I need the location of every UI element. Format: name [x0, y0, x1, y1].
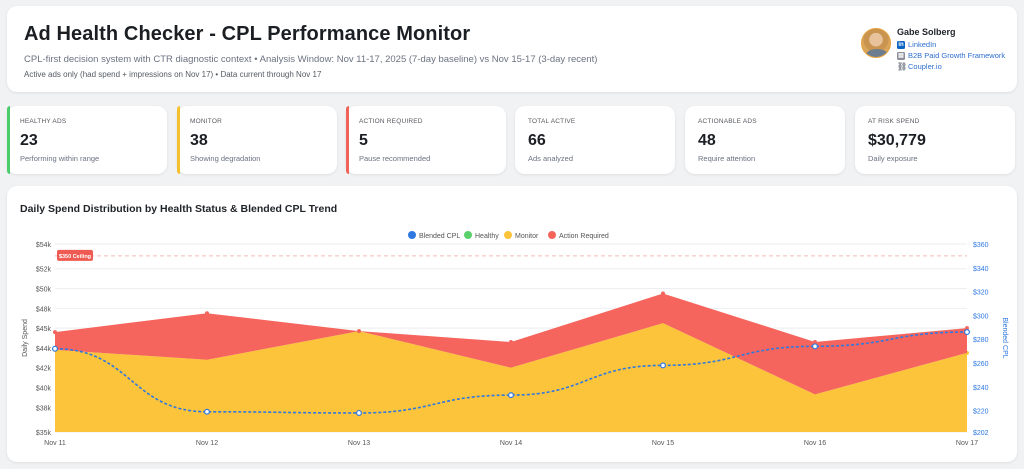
stat-sub: Daily exposure	[868, 154, 918, 163]
stat-card-actionable: ACTIONABLE ADS 48 Require attention	[685, 106, 845, 174]
y-tick-label: $45k	[36, 326, 52, 333]
y2-tick-label: $320	[973, 290, 989, 297]
y2-tick-label: $280	[973, 337, 989, 344]
legend-item: Monitor	[515, 233, 539, 240]
y-tick-label: $42k	[36, 366, 52, 373]
point-action-required	[53, 330, 57, 335]
stat-card-monitor: MONITOR 38 Showing degradation	[177, 106, 337, 174]
chart-card: Daily Spend Distribution by Health Statu…	[7, 186, 1017, 462]
framework-link[interactable]: ▤ B2B Paid Growth Framework	[897, 51, 1006, 60]
stat-label: ACTIONABLE ADS	[698, 118, 757, 125]
legend-swatch	[504, 231, 512, 239]
y2-tick-label: $340	[973, 266, 989, 273]
point-action-required	[357, 329, 361, 334]
stat-label: AT RISK SPEND	[868, 118, 920, 125]
ceiling-badge	[57, 249, 93, 261]
area-monitor	[55, 323, 967, 432]
stat-sub: Showing degradation	[190, 154, 261, 163]
page-subtitle: CPL-first decision system with CTR diagn…	[24, 54, 598, 65]
stat-sub: Require attention	[698, 154, 756, 163]
stat-accent	[346, 106, 349, 174]
blended-cpl-point	[811, 343, 818, 350]
legend-swatch	[464, 231, 472, 239]
document-icon: ▤	[897, 51, 905, 60]
stat-label: TOTAL ACTIVE	[528, 118, 576, 125]
stat-value: 38	[190, 132, 208, 149]
page-title: Ad Health Checker - CPL Performance Moni…	[24, 23, 471, 45]
x-tick-label: Nov 12	[196, 440, 218, 447]
stat-value: 66	[528, 132, 546, 149]
y-axis-title: Daily Spend	[22, 319, 29, 357]
y2-tick-label: $360	[973, 242, 989, 249]
avatar	[861, 28, 891, 58]
y-tick-label: $44k	[36, 346, 52, 353]
legend-item: Action Required	[559, 233, 609, 240]
stat-card-total-active: TOTAL ACTIVE 66 Ads analyzed	[515, 106, 675, 174]
stat-value: 23	[20, 132, 38, 149]
y2-tick-label: $260	[973, 361, 989, 368]
x-tick-label: Nov 15	[652, 440, 674, 447]
stat-value: 5	[359, 132, 368, 149]
blended-cpl-point	[659, 362, 666, 369]
stat-sub: Pause recommended	[359, 154, 431, 163]
y-tick-label: $38k	[36, 405, 52, 412]
point-action-required	[813, 339, 817, 344]
point-action-required	[509, 339, 513, 344]
stat-card-action-required: ACTION REQUIRED 5 Pause recommended	[346, 106, 506, 174]
legend-item: Blended CPL	[419, 233, 460, 240]
legend-swatch	[408, 231, 416, 239]
blended-cpl-point	[963, 329, 970, 336]
y2-tick-label: $300	[973, 313, 989, 320]
stat-accent	[7, 106, 10, 174]
stat-label: MONITOR	[190, 118, 222, 125]
legend-item: Healthy	[475, 233, 499, 240]
linkedin-icon: in	[897, 40, 905, 49]
blended-cpl-point	[356, 409, 363, 416]
y-tick-label: $52k	[36, 267, 52, 274]
stat-label: HEALTHY ADS	[20, 118, 67, 125]
header-card: Ad Health Checker - CPL Performance Moni…	[7, 6, 1017, 92]
legend-swatch	[548, 231, 556, 239]
y-tick-label: $50k	[36, 287, 52, 294]
blended-cpl-point	[204, 408, 211, 415]
point-action-required	[661, 291, 665, 296]
blended-cpl-point	[508, 392, 515, 399]
x-tick-label: Nov 17	[956, 440, 978, 447]
x-tick-label: Nov 13	[348, 440, 370, 447]
data-note: Active ads only (had spend + impressions…	[24, 70, 322, 79]
x-tick-label: Nov 11	[44, 440, 66, 447]
stat-sub: Performing within range	[20, 154, 100, 163]
linkedin-link[interactable]: in LinkedIn	[897, 40, 937, 49]
stat-card-at-risk-spend: AT RISK SPEND $30,779 Daily exposure	[855, 106, 1015, 174]
y2-tick-label: $202	[973, 430, 989, 437]
profile-name: Gabe Solberg	[897, 27, 956, 37]
y2-axis-title: Blended CPL	[1001, 317, 1008, 358]
x-tick-label: Nov 14	[500, 440, 522, 447]
stat-value: 48	[698, 132, 716, 149]
spend-cpl-chart: $35k $38k $40k $42k $44k $45k $48k $50k $52k $54k…	[22, 231, 1008, 447]
blended-cpl-point	[51, 345, 58, 352]
x-tick-label: Nov 16	[804, 440, 826, 447]
y-tick-label: $40k	[36, 385, 52, 392]
y2-tick-label: $240	[973, 385, 989, 392]
y2-tick-label: $220	[973, 409, 989, 416]
y-tick-label: $48k	[36, 306, 52, 313]
ceiling-label: $350 Ceiling	[59, 254, 91, 260]
point-action-required	[205, 311, 209, 316]
stat-label: ACTION REQUIRED	[359, 118, 423, 125]
y-tick-label: $54k	[36, 242, 52, 249]
stat-card-healthy: HEALTHY ADS 23 Performing within range	[7, 106, 167, 174]
y-tick-label: $35k	[36, 430, 52, 437]
point-action-required	[965, 326, 969, 331]
chart-title: Daily Spend Distribution by Health Statu…	[20, 203, 338, 215]
stat-accent	[177, 106, 180, 174]
link-icon: ⛓	[897, 61, 908, 71]
coupler-link[interactable]: ⛓ Coupler.io	[897, 61, 942, 71]
stat-sub: Ads analyzed	[528, 154, 574, 163]
stat-value: $30,779	[868, 132, 926, 149]
